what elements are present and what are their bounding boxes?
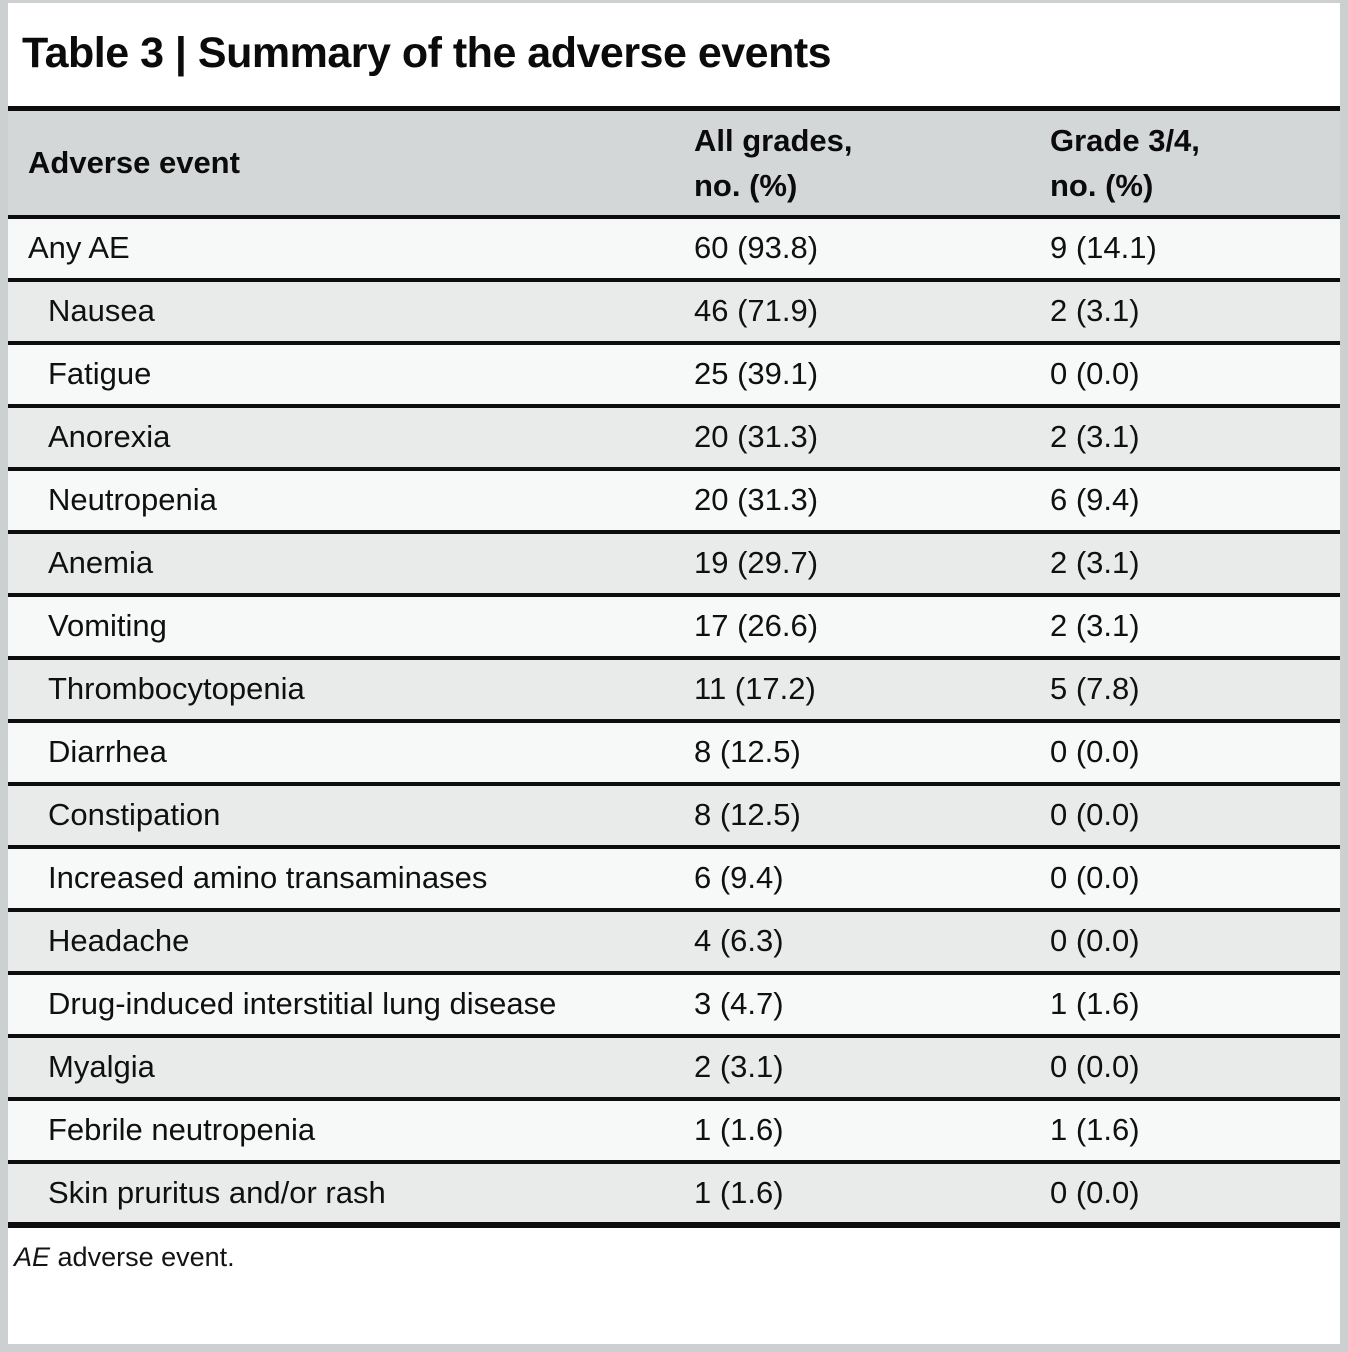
table-row: Increased amino transaminases 6 (9.4) 0 … [8, 846, 1340, 910]
table-row: Drug-induced interstitial lung disease 3… [8, 972, 1340, 1036]
event-cell: Thrombocytopenia [48, 671, 305, 706]
table-body: Any AE 60 (93.8) 9 (14.1) Nausea 46 (71.… [8, 216, 1340, 1225]
grade-3-4-cell: 0 (0.0) [1050, 356, 1140, 391]
page-title: Table 3 | Summary of the adverse events [22, 29, 832, 77]
grade-3-4-cell: 1 (1.6) [1050, 1112, 1140, 1147]
event-cell: Neutropenia [48, 482, 217, 517]
event-cell: Skin pruritus and/or rash [48, 1174, 386, 1210]
grade-3-4-cell: 0 (0.0) [1050, 797, 1140, 832]
all-grades-cell: 60 (93.8) [694, 230, 819, 265]
event-cell: Headache [48, 923, 190, 958]
event-cell: Increased amino transaminases [48, 860, 488, 895]
table-row: Vomiting 17 (26.6) 2 (3.1) [8, 594, 1340, 658]
all-grades-cell: 20 (31.3) [694, 482, 819, 517]
all-grades-cell: 46 (71.9) [694, 293, 819, 328]
all-grades-cell: 3 (4.7) [694, 986, 784, 1021]
grade-3-4-cell: 1 (1.6) [1050, 986, 1140, 1021]
grade-3-4-cell: 6 (9.4) [1050, 482, 1140, 517]
table-row: Febrile neutropenia 1 (1.6) 1 (1.6) [8, 1098, 1340, 1162]
table-row: Fatigue 25 (39.1) 0 (0.0) [8, 342, 1340, 406]
all-grades-cell: 1 (1.6) [694, 1112, 784, 1147]
grade-3-4-cell: 9 (14.1) [1050, 230, 1157, 265]
all-grades-cell: 4 (6.3) [694, 923, 784, 958]
column-header-adverse-event: Adverse event [28, 145, 240, 181]
all-grades-cell: 19 (29.7) [694, 545, 819, 580]
grade-3-4-cell: 0 (0.0) [1050, 1174, 1140, 1210]
table-row: Nausea 46 (71.9) 2 (3.1) [8, 279, 1340, 343]
footnote-text: adverse event. [50, 1241, 235, 1272]
all-grades-cell: 20 (31.3) [694, 419, 819, 454]
all-grades-cell: 25 (39.1) [694, 356, 819, 391]
grade-3-4-cell: 2 (3.1) [1050, 608, 1140, 643]
all-grades-cell: 17 (26.6) [694, 608, 819, 643]
page-canvas: Table 3 | Summary of the adverse events … [8, 3, 1340, 1344]
all-grades-cell: 8 (12.5) [694, 734, 801, 769]
footnote-abbr: AE [14, 1241, 51, 1272]
event-cell: Anorexia [48, 419, 171, 454]
column-header-all-grades: All grades, no. (%) [694, 122, 853, 203]
table-row: Skin pruritus and/or rash 1 (1.6) 0 (0.0… [8, 1161, 1340, 1225]
event-cell: Drug-induced interstitial lung disease [48, 986, 557, 1021]
table-row: Constipation 8 (12.5) 0 (0.0) [8, 783, 1340, 847]
table-row: Thrombocytopenia 11 (17.2) 5 (7.8) [8, 657, 1340, 721]
event-cell: Febrile neutropenia [48, 1112, 316, 1147]
header-row: Adverse event All grades, no. (%) Grade … [8, 108, 1340, 217]
event-cell: Nausea [48, 293, 155, 328]
event-cell: Diarrhea [48, 734, 167, 769]
event-cell: Myalgia [48, 1049, 155, 1084]
grade-3-4-cell: 5 (7.8) [1050, 671, 1140, 706]
event-cell: Vomiting [48, 608, 167, 643]
table-row: Anorexia 20 (31.3) 2 (3.1) [8, 405, 1340, 469]
grade-3-4-cell: 2 (3.1) [1050, 545, 1140, 580]
table-row: Anemia 19 (29.7) 2 (3.1) [8, 531, 1340, 595]
table-row: Any AE 60 (93.8) 9 (14.1) [8, 216, 1340, 280]
table-row: Diarrhea 8 (12.5) 0 (0.0) [8, 720, 1340, 784]
event-cell: Any AE [28, 230, 130, 265]
table-row: Neutropenia 20 (31.3) 6 (9.4) [8, 468, 1340, 532]
grade-3-4-cell: 0 (0.0) [1050, 860, 1140, 895]
event-cell: Fatigue [48, 356, 152, 391]
grade-3-4-cell: 0 (0.0) [1050, 734, 1140, 769]
all-grades-cell: 8 (12.5) [694, 797, 801, 832]
table-row: Headache 4 (6.3) 0 (0.0) [8, 909, 1340, 973]
all-grades-cell: 1 (1.6) [694, 1174, 784, 1210]
adverse-events-table: Adverse event All grades, no. (%) Grade … [8, 106, 1340, 1228]
all-grades-cell: 11 (17.2) [694, 671, 816, 706]
grade-3-4-cell: 2 (3.1) [1050, 293, 1140, 328]
grade-3-4-cell: 0 (0.0) [1050, 923, 1140, 958]
event-cell: Anemia [48, 545, 154, 580]
event-cell: Constipation [48, 797, 221, 832]
column-header-grade-3-4: Grade 3/4, no. (%) [1050, 122, 1200, 203]
grade-3-4-cell: 0 (0.0) [1050, 1049, 1140, 1084]
grade-3-4-cell: 2 (3.1) [1050, 419, 1140, 454]
all-grades-cell: 2 (3.1) [694, 1049, 784, 1084]
table-row: Myalgia 2 (3.1) 0 (0.0) [8, 1035, 1340, 1099]
all-grades-cell: 6 (9.4) [694, 860, 784, 895]
footnote: AE adverse event. [8, 1228, 1340, 1272]
table-header: Adverse event All grades, no. (%) Grade … [8, 108, 1340, 217]
